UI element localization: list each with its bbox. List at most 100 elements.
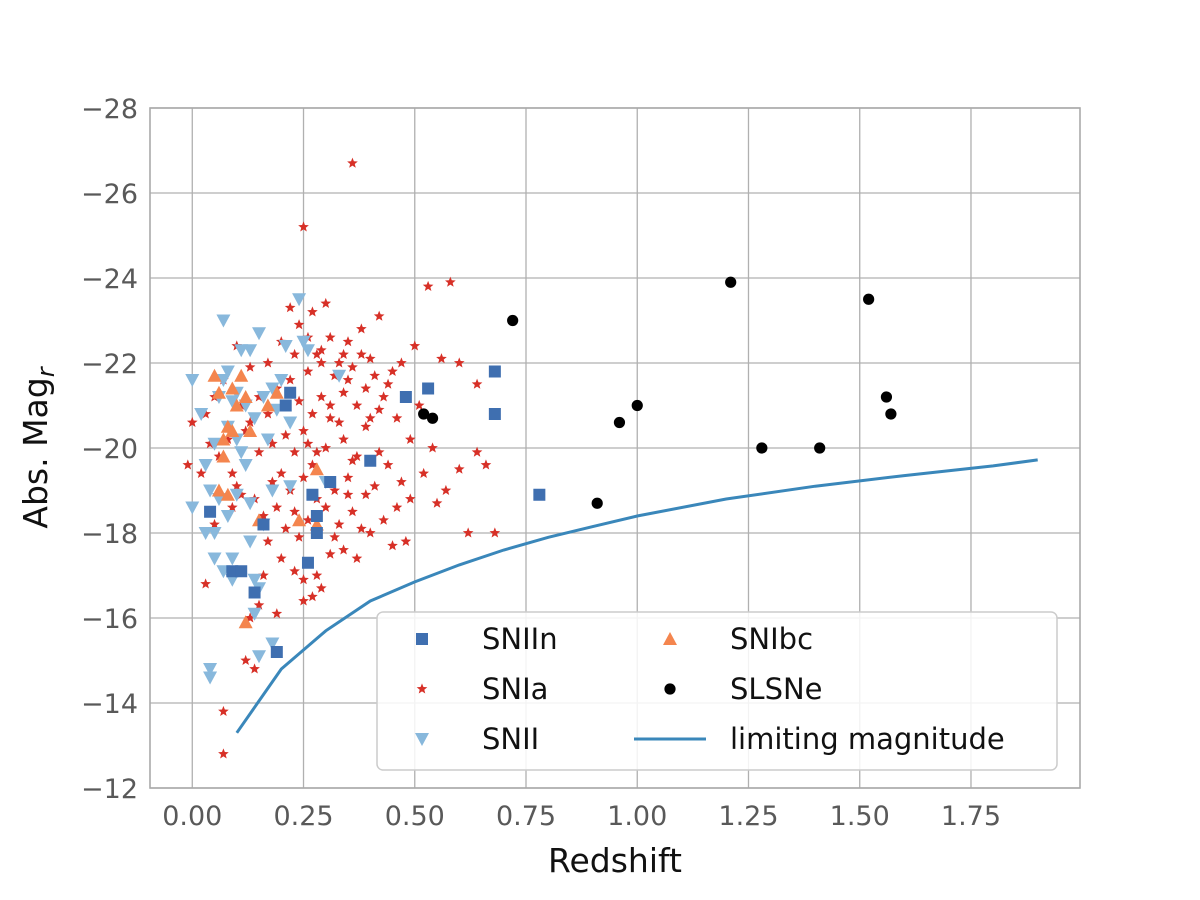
legend-marker-snia <box>416 683 428 694</box>
series-limiting-magnitude <box>235 458 1038 734</box>
snia-point <box>382 459 394 470</box>
snia-point <box>271 501 283 513</box>
snia-point <box>347 157 358 168</box>
snia-point <box>280 523 292 534</box>
snia-point <box>293 395 305 406</box>
snia-point <box>333 518 345 530</box>
snia-point <box>289 446 300 457</box>
snibc-point <box>207 368 222 382</box>
snia-point <box>329 484 340 496</box>
snii-point <box>332 369 347 383</box>
snii-point <box>283 416 298 430</box>
snia-point <box>360 421 372 432</box>
snia-point <box>351 399 363 411</box>
snia-point <box>258 569 269 581</box>
snii-point <box>185 374 200 387</box>
snia-point <box>262 357 274 368</box>
snia-point <box>324 399 336 411</box>
sniin-point <box>310 527 323 539</box>
snia-point <box>382 378 394 389</box>
snia-point <box>240 654 251 666</box>
snii-point <box>296 335 311 349</box>
snii-point <box>278 340 293 353</box>
snibc-point <box>211 385 226 399</box>
snia-point <box>347 361 358 372</box>
legend-entry-snii: SNII <box>415 722 539 756</box>
limiting-magnitude-line <box>235 458 1038 734</box>
y-tick-label: −16 <box>81 604 138 635</box>
snii-point <box>252 650 267 664</box>
snia-point <box>351 552 363 564</box>
snia-point <box>453 463 465 474</box>
snia-point <box>267 438 278 449</box>
snia-point <box>244 416 256 428</box>
snia-point <box>391 501 403 513</box>
legend-entry-snia: SNIa <box>416 672 548 706</box>
snia-point <box>271 608 283 619</box>
x-tick-label: 1.50 <box>830 801 890 832</box>
snia-point <box>226 467 238 479</box>
snii-point <box>247 412 262 426</box>
y-tick-label: −22 <box>81 349 138 380</box>
snia-point <box>347 455 358 466</box>
snia-point <box>342 336 354 347</box>
snia-point <box>244 612 256 623</box>
snia-point <box>253 599 265 610</box>
legend-box <box>376 611 1058 771</box>
snia-point <box>396 357 407 368</box>
snia-point <box>298 472 309 483</box>
sniin-point <box>235 565 248 578</box>
snii-point <box>265 382 280 396</box>
legend-marker-snibc <box>663 632 677 645</box>
y-tick-label: −12 <box>81 774 138 805</box>
slsne-point <box>418 408 430 420</box>
x-tick-label: 1.75 <box>941 801 1001 832</box>
snia-point <box>253 446 265 457</box>
snia-point <box>373 404 385 415</box>
snii-point <box>300 344 315 358</box>
snii-point <box>216 374 231 387</box>
legend-entry-slsne: SLSNe <box>664 672 823 706</box>
snii-point <box>234 446 249 460</box>
snia-point <box>378 391 389 402</box>
snia-point <box>418 467 429 479</box>
snii-point <box>194 408 209 421</box>
snii-point <box>207 527 222 540</box>
snibc-point <box>269 385 284 399</box>
snia-point <box>356 323 367 334</box>
snia-point <box>284 374 296 385</box>
series-slsne <box>418 276 897 509</box>
snii-point <box>198 527 213 540</box>
snia-point <box>436 353 447 364</box>
snia-point <box>298 574 309 585</box>
plot-frame <box>149 107 1081 789</box>
snia-point <box>369 370 381 381</box>
snia-point <box>280 429 292 440</box>
slsne-point <box>756 442 768 454</box>
snia-point <box>351 450 363 462</box>
snia-point <box>315 344 327 355</box>
snibc-point <box>234 368 249 382</box>
legend-marker-snii <box>415 733 429 746</box>
snii-point <box>207 437 222 451</box>
snia-point <box>364 353 376 364</box>
slsne-point <box>814 442 826 454</box>
snia-point <box>320 442 332 453</box>
snia-point <box>200 408 211 419</box>
snia-point <box>209 518 220 530</box>
snia-point <box>231 480 243 491</box>
sniin-point <box>399 391 412 403</box>
legend-entry-snibc: SNIbc <box>663 622 813 656</box>
sniin-point <box>310 510 323 522</box>
snia-point <box>338 348 349 360</box>
snia-point <box>226 501 238 513</box>
snia-point <box>396 476 407 487</box>
sniin-point <box>257 518 270 531</box>
slsne-point <box>880 391 893 403</box>
snii-point <box>243 497 258 511</box>
snia-point <box>307 306 318 317</box>
snia-point <box>342 489 354 500</box>
snia-point <box>338 544 349 555</box>
legend-label: SNIIn <box>482 622 558 656</box>
snibc-point <box>238 615 253 629</box>
